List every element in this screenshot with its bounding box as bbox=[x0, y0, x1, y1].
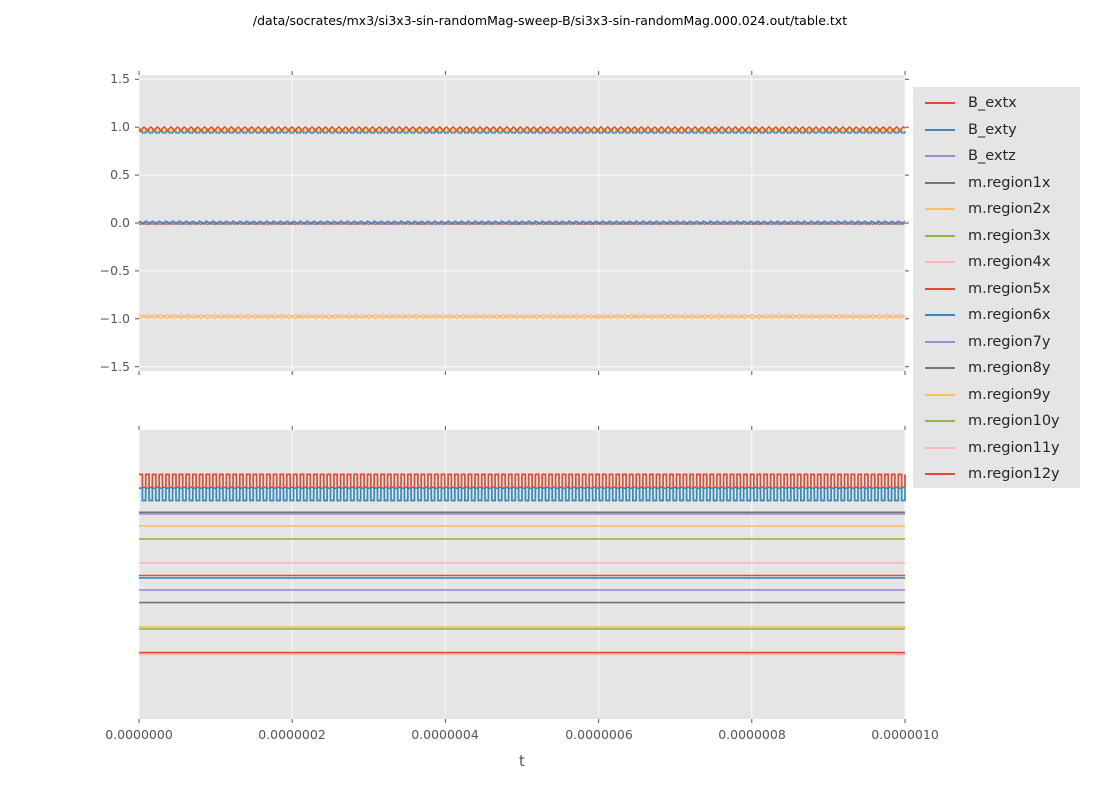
legend: B_extx B_exty B_extz m.region1x m.region… bbox=[913, 87, 1080, 488]
legend-item: m.region2x bbox=[913, 196, 1080, 223]
legend-item-label: m.region10y bbox=[968, 413, 1060, 430]
y-tick-label: −1.0 bbox=[99, 311, 130, 326]
legend-item-label: m.region2x bbox=[968, 201, 1051, 218]
legend-line-sample bbox=[925, 234, 955, 237]
legend-item: m.region5x bbox=[913, 276, 1080, 303]
legend-item: m.region1x bbox=[913, 170, 1080, 197]
legend-item: m.region11y bbox=[913, 435, 1080, 462]
legend-item: m.region12y bbox=[913, 461, 1080, 488]
legend-item-label: m.region7y bbox=[968, 333, 1051, 350]
x-axis-title: t bbox=[519, 752, 525, 770]
legend-item: m.region7y bbox=[913, 329, 1080, 356]
legend-item-label: B_exty bbox=[968, 121, 1017, 138]
legend-item-label: m.region8y bbox=[968, 360, 1051, 377]
y-tick-label: −1.5 bbox=[99, 359, 130, 374]
legend-item: m.region6x bbox=[913, 302, 1080, 329]
legend-line-sample bbox=[925, 473, 955, 476]
legend-line-sample bbox=[925, 102, 955, 105]
x-tick-label: 0.0000010 bbox=[871, 727, 939, 742]
legend-item-label: m.region9y bbox=[968, 386, 1051, 403]
bottom-axes bbox=[138, 426, 906, 723]
legend-line-sample bbox=[925, 181, 955, 184]
top-axes-plot-area bbox=[135, 71, 909, 375]
legend-item: m.region8y bbox=[913, 355, 1080, 382]
legend-item-label: m.region4x bbox=[968, 254, 1051, 271]
legend-line-sample bbox=[925, 393, 955, 396]
y-tick-label: 0.5 bbox=[110, 167, 130, 182]
legend-line-sample bbox=[925, 208, 955, 211]
legend-line-sample bbox=[925, 420, 955, 423]
x-tick-label: 0.0000006 bbox=[565, 727, 633, 742]
legend-item-label: B_extx bbox=[968, 95, 1017, 112]
legend-line-sample bbox=[925, 261, 955, 264]
legend-item-label: m.region5x bbox=[968, 280, 1051, 297]
legend-line-sample bbox=[925, 446, 955, 449]
x-tick-label: 0.0000000 bbox=[105, 727, 173, 742]
legend-item: m.region9y bbox=[913, 382, 1080, 409]
x-tick-label: 0.0000002 bbox=[258, 727, 326, 742]
figure-title: /data/socrates/mx3/si3x3-sin-randomMag-s… bbox=[252, 13, 848, 28]
legend-item-label: m.region3x bbox=[968, 227, 1051, 244]
legend-item: m.region4x bbox=[913, 249, 1080, 276]
legend-item: m.region3x bbox=[913, 223, 1080, 250]
legend-item: B_extx bbox=[913, 90, 1080, 117]
legend-item-label: m.region1x bbox=[968, 174, 1051, 191]
legend-line-sample bbox=[925, 367, 955, 370]
top-axes bbox=[135, 71, 909, 375]
legend-line-sample bbox=[925, 287, 955, 290]
bottom-axes-plot-area bbox=[138, 426, 906, 723]
legend-line-sample bbox=[925, 314, 955, 317]
legend-item-label: m.region12y bbox=[968, 466, 1060, 483]
y-tick-label: 1.5 bbox=[110, 71, 130, 86]
legend-item: B_exty bbox=[913, 117, 1080, 144]
x-tick-label: 0.0000008 bbox=[718, 727, 786, 742]
legend-item-label: B_extz bbox=[968, 148, 1016, 165]
legend-line-sample bbox=[925, 155, 955, 158]
y-tick-label: 0.0 bbox=[110, 215, 130, 230]
legend-item-label: m.region6x bbox=[968, 307, 1051, 324]
legend-line-sample bbox=[925, 128, 955, 131]
x-tick-label: 0.0000004 bbox=[411, 727, 479, 742]
legend-item: B_extz bbox=[913, 143, 1080, 170]
legend-line-sample bbox=[925, 340, 955, 343]
y-tick-label: −0.5 bbox=[99, 263, 130, 278]
legend-item: m.region10y bbox=[913, 408, 1080, 435]
y-tick-label: 1.0 bbox=[110, 119, 130, 134]
legend-item-label: m.region11y bbox=[968, 439, 1060, 456]
